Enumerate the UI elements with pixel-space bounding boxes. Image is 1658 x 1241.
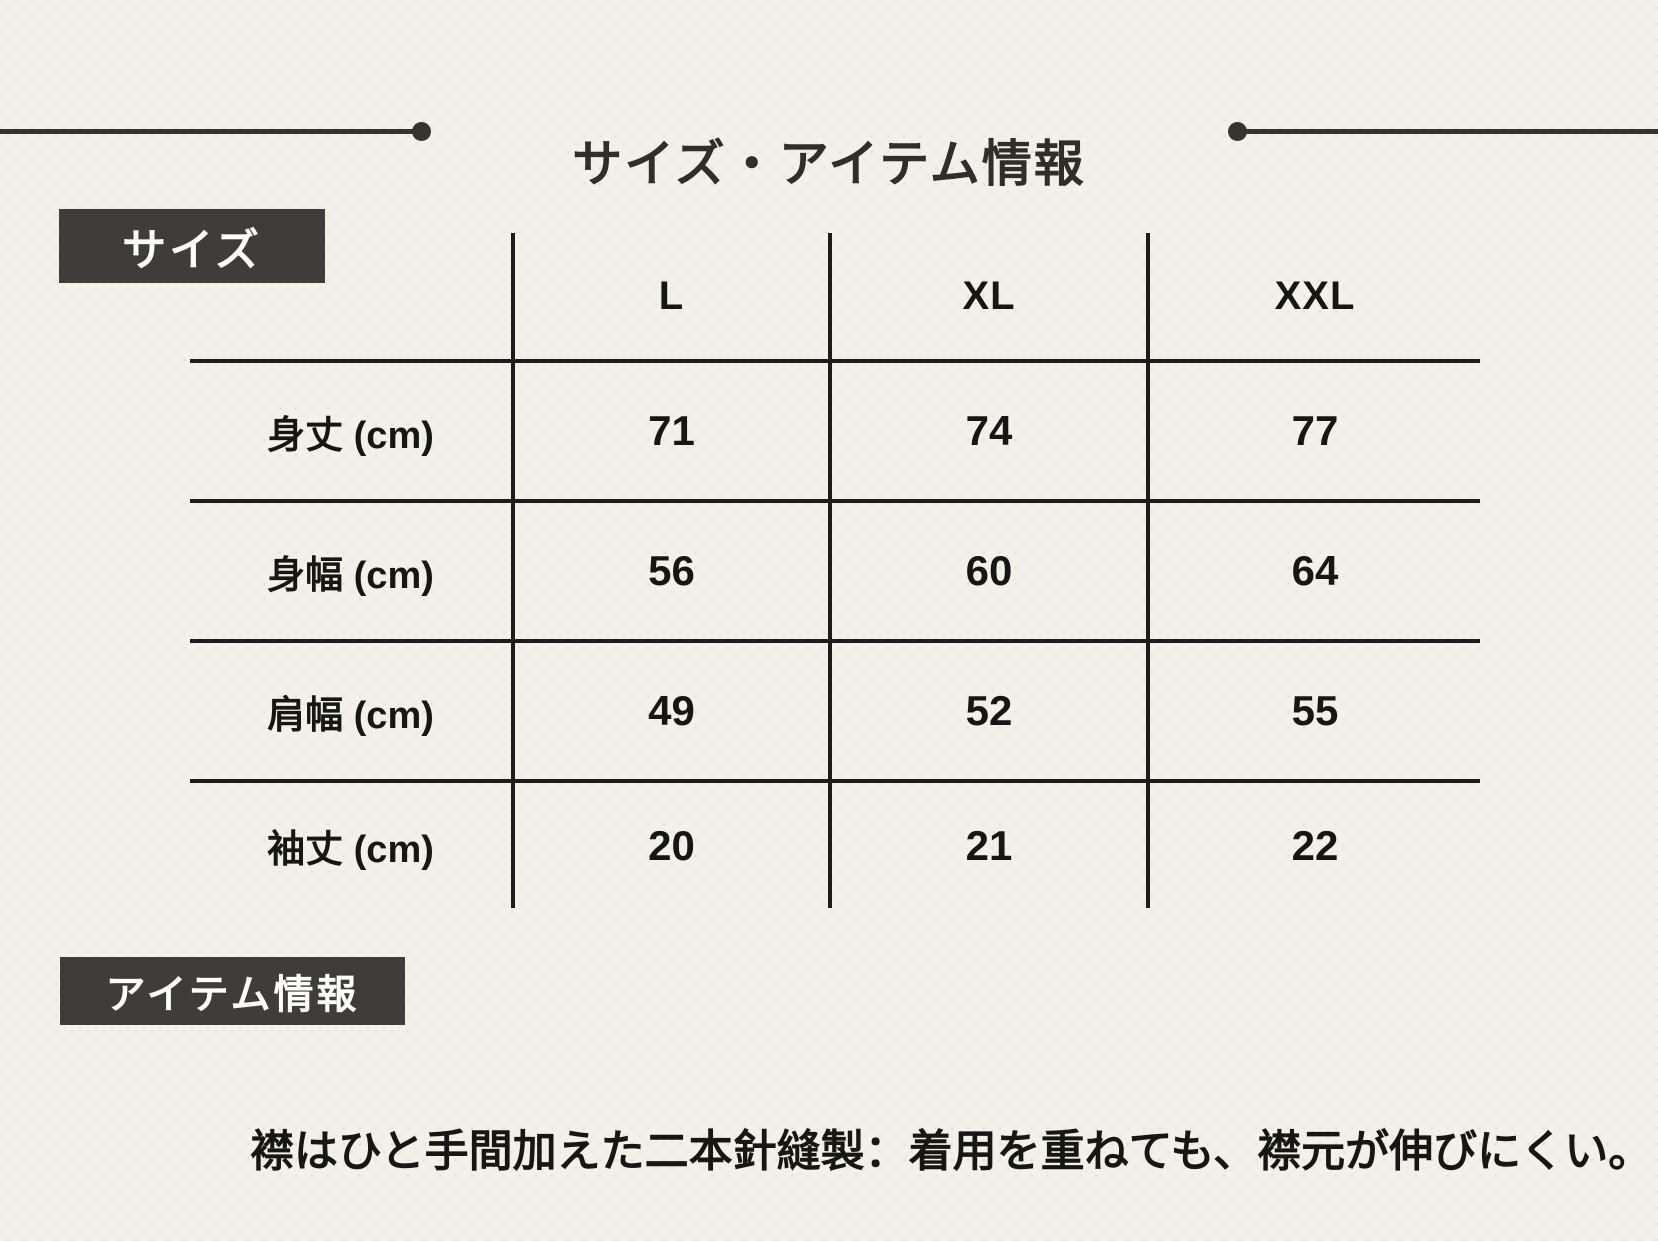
size-section-badge: サイズ — [59, 209, 325, 283]
value-shoulder-width-xl: 52 — [828, 639, 1146, 779]
title-dot-right — [1228, 122, 1247, 141]
title-rule-left — [0, 129, 414, 134]
value-body-length-l: 71 — [511, 359, 828, 499]
item-info-section-badge: アイテム情報 — [60, 957, 405, 1025]
value-body-width-xxl: 64 — [1146, 499, 1480, 639]
col-header-xxl: XXL — [1146, 233, 1480, 359]
row-label-shoulder-width: 肩幅 (cm) — [190, 639, 511, 779]
value-body-width-l: 56 — [511, 499, 828, 639]
table-corner-cell — [190, 233, 511, 359]
value-body-length-xl: 74 — [828, 359, 1146, 499]
item-description-text: 襟はひと手間加えた二本針縫製：着用を重ねても、襟元が伸びにくい。 — [250, 1127, 1653, 1176]
value-sleeve-length-xl: 21 — [828, 779, 1146, 908]
row-label-sleeve-length: 袖丈 (cm) — [190, 779, 511, 908]
value-shoulder-width-l: 49 — [511, 639, 828, 779]
value-sleeve-length-l: 20 — [511, 779, 828, 908]
title-dot-left — [412, 122, 431, 141]
value-sleeve-length-xxl: 22 — [1146, 779, 1480, 908]
title-rule-right — [1244, 129, 1658, 134]
value-body-length-xxl: 77 — [1146, 359, 1480, 499]
item-info-badge-label: アイテム情報 — [105, 973, 360, 1017]
col-header-l: L — [511, 233, 828, 359]
value-body-width-xl: 60 — [828, 499, 1146, 639]
size-section-badge-label: サイズ — [122, 226, 262, 275]
value-shoulder-width-xxl: 55 — [1146, 639, 1480, 779]
row-label-body-length: 身丈 (cm) — [190, 359, 511, 499]
row-label-body-width: 身幅 (cm) — [190, 499, 511, 639]
page-title: サイズ・アイテム情報 — [572, 135, 1086, 192]
col-header-xl: XL — [828, 233, 1146, 359]
size-table: L XL XXL 身丈 (cm) 71 74 77 身幅 (cm) 56 60 … — [190, 233, 1480, 908]
